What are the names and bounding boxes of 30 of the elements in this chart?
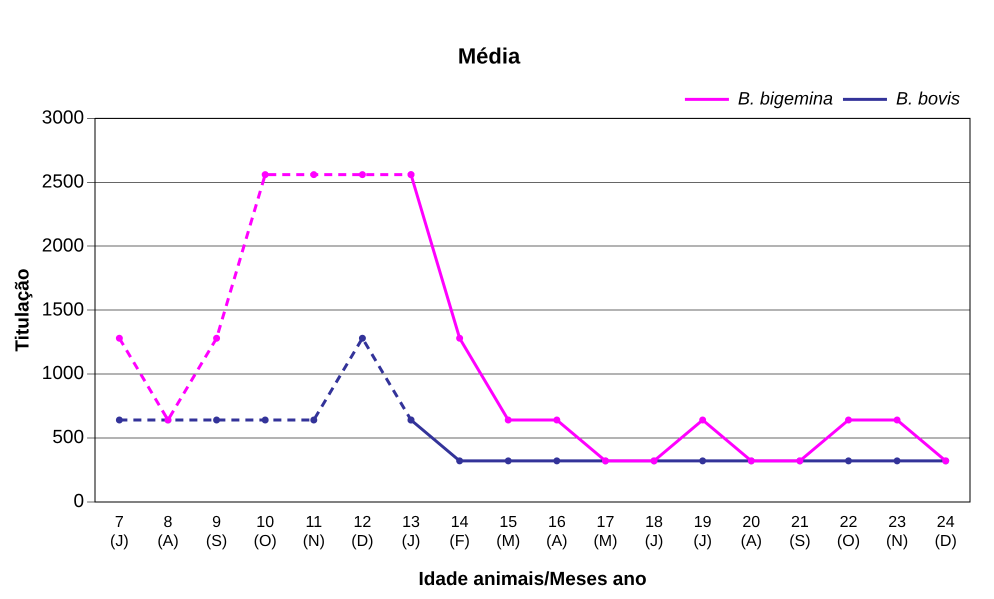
x-tick-label: 16 (A) — [546, 514, 568, 550]
chart-title: Média — [458, 43, 521, 68]
legend-label: B. bovis — [896, 88, 960, 108]
y-tick-label: 2500 — [42, 172, 84, 193]
x-tick-label: 13 (J) — [402, 514, 420, 550]
x-tick-label: 12 (D) — [351, 514, 374, 550]
y-tick-label: 1000 — [42, 363, 84, 384]
x-tick-label: 22 (O) — [836, 514, 860, 550]
y-tick-label: 0 — [73, 491, 84, 512]
x-tick-label: 15 (M) — [496, 514, 520, 550]
x-tick-label: 17 (M) — [593, 514, 618, 550]
x-tick-label: 7 (J) — [110, 514, 129, 550]
y-tick-label: 500 — [52, 427, 84, 448]
x-axis-title: Idade animais/Meses ano — [418, 568, 647, 590]
x-tick-label: 21 (S) — [789, 514, 811, 550]
y-tick-label: 2000 — [42, 235, 84, 256]
x-tick-label: 23 (N) — [886, 514, 908, 550]
legend-label: B. bigemina — [738, 88, 833, 108]
y-tick-label: 3000 — [42, 108, 84, 129]
x-tick-label: 9 (S) — [206, 514, 228, 550]
x-tick-label: 19 (J) — [693, 514, 712, 550]
x-tick-label: 20 (A) — [740, 514, 762, 550]
y-axis-title: Titulação — [12, 268, 34, 352]
x-tick-label: 8 (A) — [157, 514, 179, 550]
x-tick-label: 14 (F) — [449, 514, 470, 550]
x-tick-label: 10 (O) — [254, 514, 277, 550]
x-tick-label: 18 (J) — [644, 514, 664, 550]
x-tick-label: 11 (N) — [302, 514, 325, 550]
x-tick-label: 24 (D) — [934, 514, 957, 550]
y-tick-label: 1500 — [42, 299, 84, 320]
